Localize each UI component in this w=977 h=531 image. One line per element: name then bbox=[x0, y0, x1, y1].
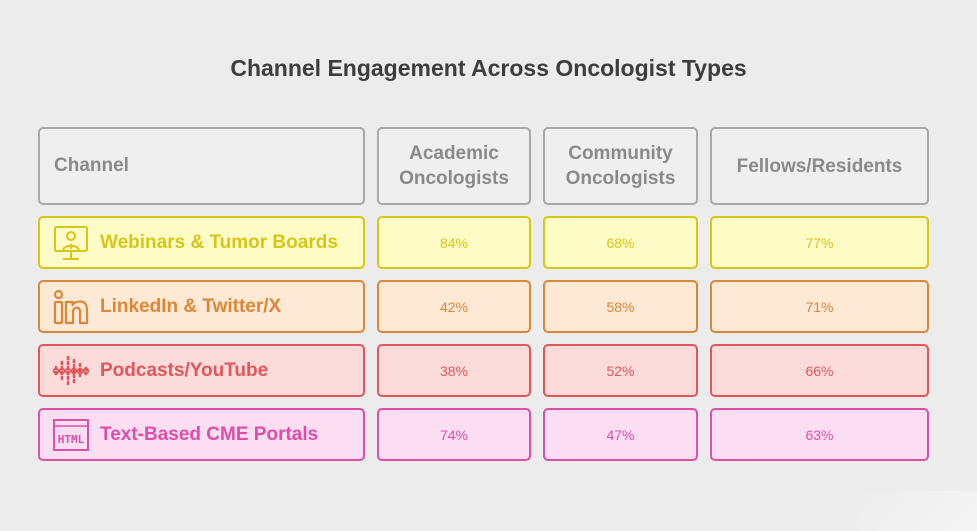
value-text: 52% bbox=[606, 362, 635, 379]
watermark-fade bbox=[857, 491, 977, 531]
channel-cell: LinkedIn & Twitter/X bbox=[38, 280, 365, 333]
channel-cell: Podcasts/YouTube bbox=[38, 344, 365, 397]
soundwave-icon bbox=[52, 352, 90, 390]
channel-label: Text-Based CME Portals bbox=[100, 423, 319, 445]
header-community-line2: Oncologists bbox=[565, 168, 676, 189]
value-text: 74% bbox=[439, 426, 469, 443]
svg-text:HTML: HTML bbox=[58, 433, 85, 446]
value-cell-academic: 74% bbox=[377, 408, 531, 461]
value-cell-community: 47% bbox=[543, 408, 698, 461]
value-text: 84% bbox=[439, 234, 469, 251]
value-text: 42% bbox=[439, 298, 469, 315]
header-fellows-label: Fellows/Residents bbox=[736, 155, 903, 177]
value-cell-fellows: 63% bbox=[710, 408, 929, 461]
header-channel: Channel bbox=[38, 127, 365, 205]
header-academic-line2: Oncologists bbox=[399, 168, 509, 189]
page-title: Channel Engagement Across Oncologist Typ… bbox=[230, 55, 747, 81]
value-cell-fellows: 71% bbox=[710, 280, 929, 333]
header-channel-label: Channel bbox=[54, 155, 129, 176]
value-cell-community: 68% bbox=[543, 216, 698, 269]
channel-label: Podcasts/YouTube bbox=[100, 359, 269, 381]
value-cell-community: 52% bbox=[543, 344, 698, 397]
value-cell-academic: 42% bbox=[377, 280, 531, 333]
header-academic: Academic Oncologists bbox=[377, 127, 531, 205]
value-cell-community: 58% bbox=[543, 280, 698, 333]
value-cell-academic: 38% bbox=[377, 344, 531, 397]
value-cell-fellows: 66% bbox=[710, 344, 929, 397]
header-fellows: Fellows/Residents bbox=[710, 127, 929, 205]
channel-label: LinkedIn & Twitter/X bbox=[100, 295, 282, 317]
value-text: 71% bbox=[805, 298, 834, 315]
header-community-line1: Community bbox=[568, 143, 673, 164]
value-cell-academic: 84% bbox=[377, 216, 531, 269]
value-text: 38% bbox=[439, 362, 469, 379]
value-text: 47% bbox=[606, 426, 635, 443]
webinar-presenter-icon bbox=[52, 224, 90, 262]
value-text: 63% bbox=[805, 426, 834, 443]
value-text: 68% bbox=[606, 234, 635, 251]
html-icon: HTML bbox=[52, 416, 90, 454]
linkedin-icon bbox=[52, 288, 90, 326]
channel-cell: Webinars & Tumor Boards bbox=[38, 216, 365, 269]
header-community: Community Oncologists bbox=[543, 127, 698, 205]
channel-cell: HTML Text-Based CME Portals bbox=[38, 408, 365, 461]
value-text: 58% bbox=[606, 298, 635, 315]
value-cell-fellows: 77% bbox=[710, 216, 929, 269]
value-text: 77% bbox=[805, 234, 834, 251]
value-text: 66% bbox=[805, 362, 834, 379]
header-academic-line1: Academic bbox=[409, 143, 499, 164]
channel-label: Webinars & Tumor Boards bbox=[100, 231, 338, 253]
